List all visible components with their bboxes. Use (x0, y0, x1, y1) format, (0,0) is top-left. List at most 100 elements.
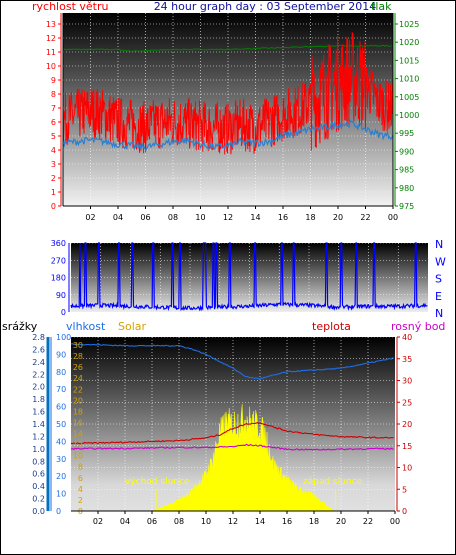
rain-tick-label: 1.6 (32, 408, 45, 417)
solar-tick-label: 16 (73, 418, 83, 427)
wind-speed-series-line (62, 32, 394, 155)
solar-tick-label: 26 (73, 363, 83, 372)
x-tick-label: 16 (278, 213, 288, 222)
rain-tick-label: 0.2 (32, 495, 45, 504)
wind-speed-tick-label: 2 (51, 174, 56, 183)
pressure-tick-label: 995 (399, 129, 414, 138)
temperature-axis-label: teplota (312, 320, 351, 333)
pressure-tick-label: 980 (399, 184, 414, 193)
pressure-tick-label: 1000 (399, 111, 419, 120)
solar-tick-label: 30 (73, 341, 83, 350)
compass-label: N (435, 238, 443, 251)
humidity-tick-label: 50 (56, 420, 66, 429)
wind-direction-series-line (70, 242, 428, 312)
graph-title: 24 hour graph day : 03 September 2014 (154, 0, 377, 13)
x-tick-label: 14 (255, 517, 265, 526)
humidity-tick-label: 0 (56, 507, 61, 516)
x-tick-label: 20 (333, 213, 343, 222)
x-tick-label: 04 (120, 517, 130, 526)
solar-series-area (151, 404, 336, 512)
pressure-tick-label: 1025 (399, 20, 419, 29)
wind-speed-tick-label: 6 (51, 118, 56, 127)
humidity-tick-label: 60 (56, 403, 66, 412)
rain-tick-label: 0.8 (32, 457, 45, 466)
pressure-tick-label: 975 (399, 202, 414, 211)
pressure-tick-label: 1020 (399, 38, 419, 47)
rain-tick-label: 2.0 (32, 383, 45, 392)
x-tick-label: 12 (223, 213, 233, 222)
temperature-tick-label: 5 (402, 485, 407, 494)
x-tick-label: 18 (309, 517, 319, 526)
humidity-tick-label: 40 (56, 437, 66, 446)
humidity-tick-label: 20 (56, 472, 66, 481)
x-tick-label: 06 (140, 213, 150, 222)
x-tick-label: 16 (282, 517, 292, 526)
pressure-tick-label: 985 (399, 166, 414, 175)
humidity-tick-label: 30 (56, 455, 66, 464)
humidity-solar-temperature-chart: 0.0 0.2 0.4 0.6 0.8 1.0 1.2 1.4 1.6 1.8 2.0 2.2 2.4 2… (2, 320, 445, 526)
direction-tick-label: 360 (51, 239, 66, 248)
dew-point-series-line (70, 443, 394, 451)
humidity-tick-label: 70 (56, 385, 66, 394)
solar-tick-label: 28 (73, 352, 83, 361)
dew-point-label: rosný bod (391, 320, 445, 333)
temperature-tick-label: 15 (402, 442, 412, 451)
wind-speed-tick-label: 3 (51, 160, 56, 169)
wind-average-series-line (62, 119, 394, 152)
humidity-tick-label: 80 (56, 368, 66, 377)
wind-speed-tick-label: 0 (51, 202, 56, 211)
wind-speed-tick-label: 13 (46, 20, 56, 29)
wind-speed-tick-label: 12 (46, 34, 56, 43)
humidity-axis-label: vlhkost (66, 320, 106, 333)
x-tick-label: 10 (201, 517, 211, 526)
rain-tick-label: 0.0 (32, 507, 45, 516)
temperature-tick-label: 25 (402, 398, 412, 407)
direction-tick-label: 90 (56, 291, 66, 300)
humidity-tick-label: 90 (56, 350, 66, 359)
temperature-series-line (70, 421, 394, 445)
x-tick-label: 08 (168, 213, 178, 222)
rain-tick-label: 1.4 (32, 420, 45, 429)
x-tick-label: 10 (195, 213, 205, 222)
rain-tick-label: 1.2 (32, 432, 45, 441)
temperature-tick-label: 30 (402, 377, 412, 386)
wind-speed-tick-label: 8 (51, 90, 56, 99)
solar-tick-label: 12 (73, 441, 83, 450)
temperature-tick-label: 20 (402, 420, 412, 429)
x-tick-label: 00 (388, 213, 398, 222)
solar-tick-label: 10 (73, 452, 83, 461)
solar-tick-label: 24 (73, 374, 83, 383)
x-tick-label: 06 (147, 517, 157, 526)
humidity-tick-label: 100 (56, 333, 71, 342)
compass-label: E (435, 290, 442, 303)
solar-tick-label: 4 (78, 485, 83, 494)
x-tick-label: 22 (363, 517, 373, 526)
solar-tick-label: 6 (78, 474, 83, 483)
x-tick-label: 12 (228, 517, 238, 526)
x-tick-label: 14 (250, 213, 260, 222)
wind-speed-tick-label: 9 (51, 76, 56, 85)
pressure-label: tlak (371, 0, 392, 13)
sunset-annotation: západ slunce (303, 477, 363, 487)
rain-axis-label: srážky (2, 320, 38, 333)
rain-tick-label: 2.4 (32, 358, 45, 367)
solar-tick-label: 18 (73, 407, 83, 416)
rain-tick-label: 1.0 (32, 445, 45, 454)
pressure-tick-label: 1005 (399, 93, 419, 102)
x-tick-label: 02 (93, 517, 103, 526)
pressure-tick-label: 1015 (399, 56, 419, 65)
temperature-tick-label: 40 (402, 333, 412, 342)
temperature-tick-label: 0 (402, 507, 407, 516)
wind-speed-tick-label: 10 (46, 62, 56, 71)
wind-speed-tick-label: 1 (51, 188, 56, 197)
wind-speed-tick-label: 4 (51, 146, 56, 155)
temperature-tick-label: 35 (402, 355, 412, 364)
x-tick-label: 04 (113, 213, 123, 222)
temperature-tick-label: 10 (402, 464, 412, 473)
direction-tick-label: 180 (51, 274, 66, 283)
solar-tick-label: 8 (78, 463, 83, 472)
pressure-series-line (62, 44, 392, 53)
